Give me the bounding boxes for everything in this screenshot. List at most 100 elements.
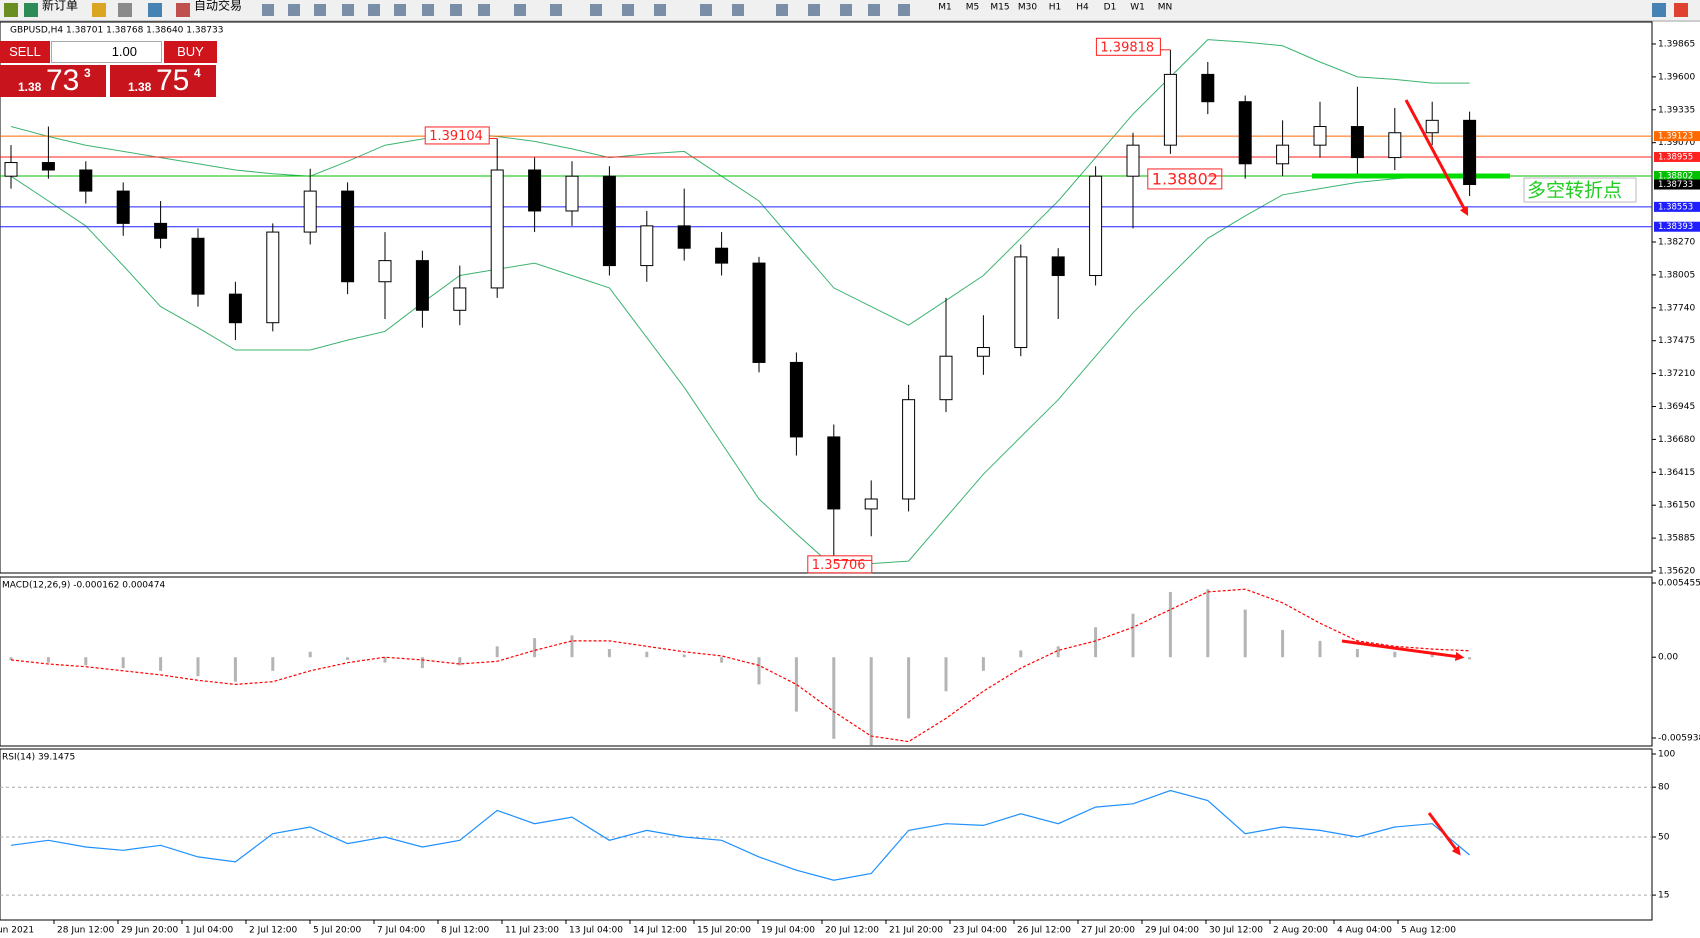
period-button[interactable]: D1: [1104, 3, 1117, 13]
macd-bar: [1355, 649, 1359, 658]
macd-bar: [1430, 654, 1434, 658]
y-tick-label: 0.005455: [1658, 578, 1700, 588]
tool-icon[interactable]: [342, 4, 354, 16]
tool-icon[interactable]: [118, 3, 132, 17]
y-tick-label: 1.36415: [1658, 468, 1695, 478]
tool-icon[interactable]: [776, 4, 788, 16]
candle-body: [715, 247, 729, 264]
macd-bar: [981, 657, 985, 671]
tool-icon[interactable]: [450, 4, 462, 16]
macd-bar: [271, 657, 275, 671]
tool-icon[interactable]: [700, 4, 712, 16]
period-button[interactable]: H1: [1049, 3, 1062, 13]
period-button[interactable]: M5: [966, 3, 980, 13]
candle-body: [453, 287, 467, 311]
period-button[interactable]: M15: [990, 3, 1009, 13]
tool-icon[interactable]: [478, 4, 490, 16]
candle-body: [191, 237, 205, 295]
trend-arrow: [1404, 99, 1469, 216]
x-tick-label: 23 Jul 04:00: [953, 926, 1007, 936]
candle-body: [565, 175, 579, 212]
macd-bar: [420, 657, 424, 669]
tool-group: [262, 4, 910, 16]
sell-button[interactable]: SELL: [0, 41, 50, 63]
y-tick-label: 1.39335: [1658, 105, 1695, 115]
auto-trading[interactable]: 自动交易: [194, 0, 242, 13]
macd-bar: [1131, 613, 1135, 658]
y-tick-label: 1.39600: [1658, 72, 1695, 82]
tool-icon[interactable]: [622, 4, 634, 16]
candle-body: [490, 169, 504, 289]
y-tick-label: 0.00: [1658, 653, 1678, 663]
tool-icon[interactable]: [868, 4, 880, 16]
tool-icon[interactable]: [422, 4, 434, 16]
period-button[interactable]: W1: [1130, 3, 1145, 13]
y-tick-label: 100: [1658, 750, 1675, 760]
bid-tag: [1654, 179, 1700, 190]
candle-body: [752, 262, 766, 363]
tool-icon[interactable]: [148, 3, 162, 17]
candle-body: [528, 169, 542, 212]
bid-price[interactable]: 1.38 73 3: [0, 64, 106, 97]
y-tick-label: 1.35885: [1658, 534, 1695, 544]
tool-icon[interactable]: [732, 4, 744, 16]
period-button[interactable]: M1: [938, 3, 952, 13]
price-annotation: 1.38802: [1152, 169, 1218, 188]
macd-bar: [233, 657, 237, 682]
price-prefix: 1.38: [128, 80, 152, 94]
search-icon[interactable]: [1652, 3, 1666, 17]
buy-button[interactable]: BUY: [164, 41, 217, 63]
macd-bar: [1206, 589, 1210, 658]
period-button[interactable]: MN: [1158, 3, 1173, 13]
price-pips: 75: [156, 64, 190, 97]
candle-body: [154, 222, 168, 239]
alert-icon[interactable]: [1674, 3, 1688, 17]
macd-bar: [383, 657, 387, 663]
x-tick-label: 14 Jul 12:00: [633, 926, 687, 936]
x-tick-label: 21 Jul 20:00: [889, 926, 943, 936]
level-tag-label: 1.38802: [1658, 171, 1693, 181]
x-tick-label: 7 Jul 04:00: [377, 926, 426, 936]
candle-body: [602, 175, 616, 267]
tool-icon[interactable]: [840, 4, 852, 16]
ask-price[interactable]: 1.38 75 4: [110, 64, 216, 97]
tool-icon[interactable]: [262, 4, 274, 16]
tool-icon[interactable]: [514, 4, 526, 16]
tool-icon[interactable]: [368, 4, 380, 16]
auto-trading-icon[interactable]: [176, 3, 190, 17]
level-tag: [1654, 170, 1700, 181]
macd-bar: [458, 657, 462, 666]
tool-icon[interactable]: [808, 4, 820, 16]
new-order[interactable]: 新订单: [42, 0, 78, 13]
candle-body: [1238, 101, 1252, 165]
tool-icon[interactable]: [898, 4, 910, 16]
x-tick-label: 8 Jul 12:00: [441, 926, 490, 936]
price-annotation-box: [424, 126, 490, 145]
signal-line: [10, 588, 1470, 743]
period-button[interactable]: H4: [1076, 3, 1089, 13]
tool-icon[interactable]: [654, 4, 666, 16]
tool-icon[interactable]: [394, 4, 406, 16]
turning-point-note: 多空转折点: [1527, 180, 1622, 202]
y-tick-label: 1.37210: [1658, 369, 1695, 379]
macd-bar: [757, 657, 761, 685]
tool-icon[interactable]: [314, 4, 326, 16]
level-tag-label: 1.38393: [1658, 222, 1693, 232]
tool-icon[interactable]: [92, 3, 106, 17]
chart-info: GBPUSD,H4 1.38701 1.38768 1.38640 1.3873…: [10, 26, 223, 36]
tool-icon[interactable]: [288, 4, 300, 16]
candle-body: [266, 231, 280, 324]
tool-icon[interactable]: [4, 3, 18, 17]
level-tag: [1654, 151, 1700, 162]
candle-body: [79, 169, 93, 192]
x-tick-label: 5 Jul 20:00: [313, 926, 362, 936]
y-tick-label: 1.36150: [1658, 501, 1695, 511]
new-order-icon[interactable]: [24, 3, 38, 17]
y-tick-label: 1.39070: [1658, 138, 1695, 148]
tool-icon[interactable]: [590, 4, 602, 16]
tool-icon[interactable]: [550, 4, 562, 16]
x-tick-label: 13 Jul 04:00: [569, 926, 623, 936]
level-tag-label: 1.38955: [1658, 152, 1693, 162]
lots-input[interactable]: 1.00: [51, 41, 162, 63]
period-button[interactable]: M30: [1018, 3, 1037, 13]
